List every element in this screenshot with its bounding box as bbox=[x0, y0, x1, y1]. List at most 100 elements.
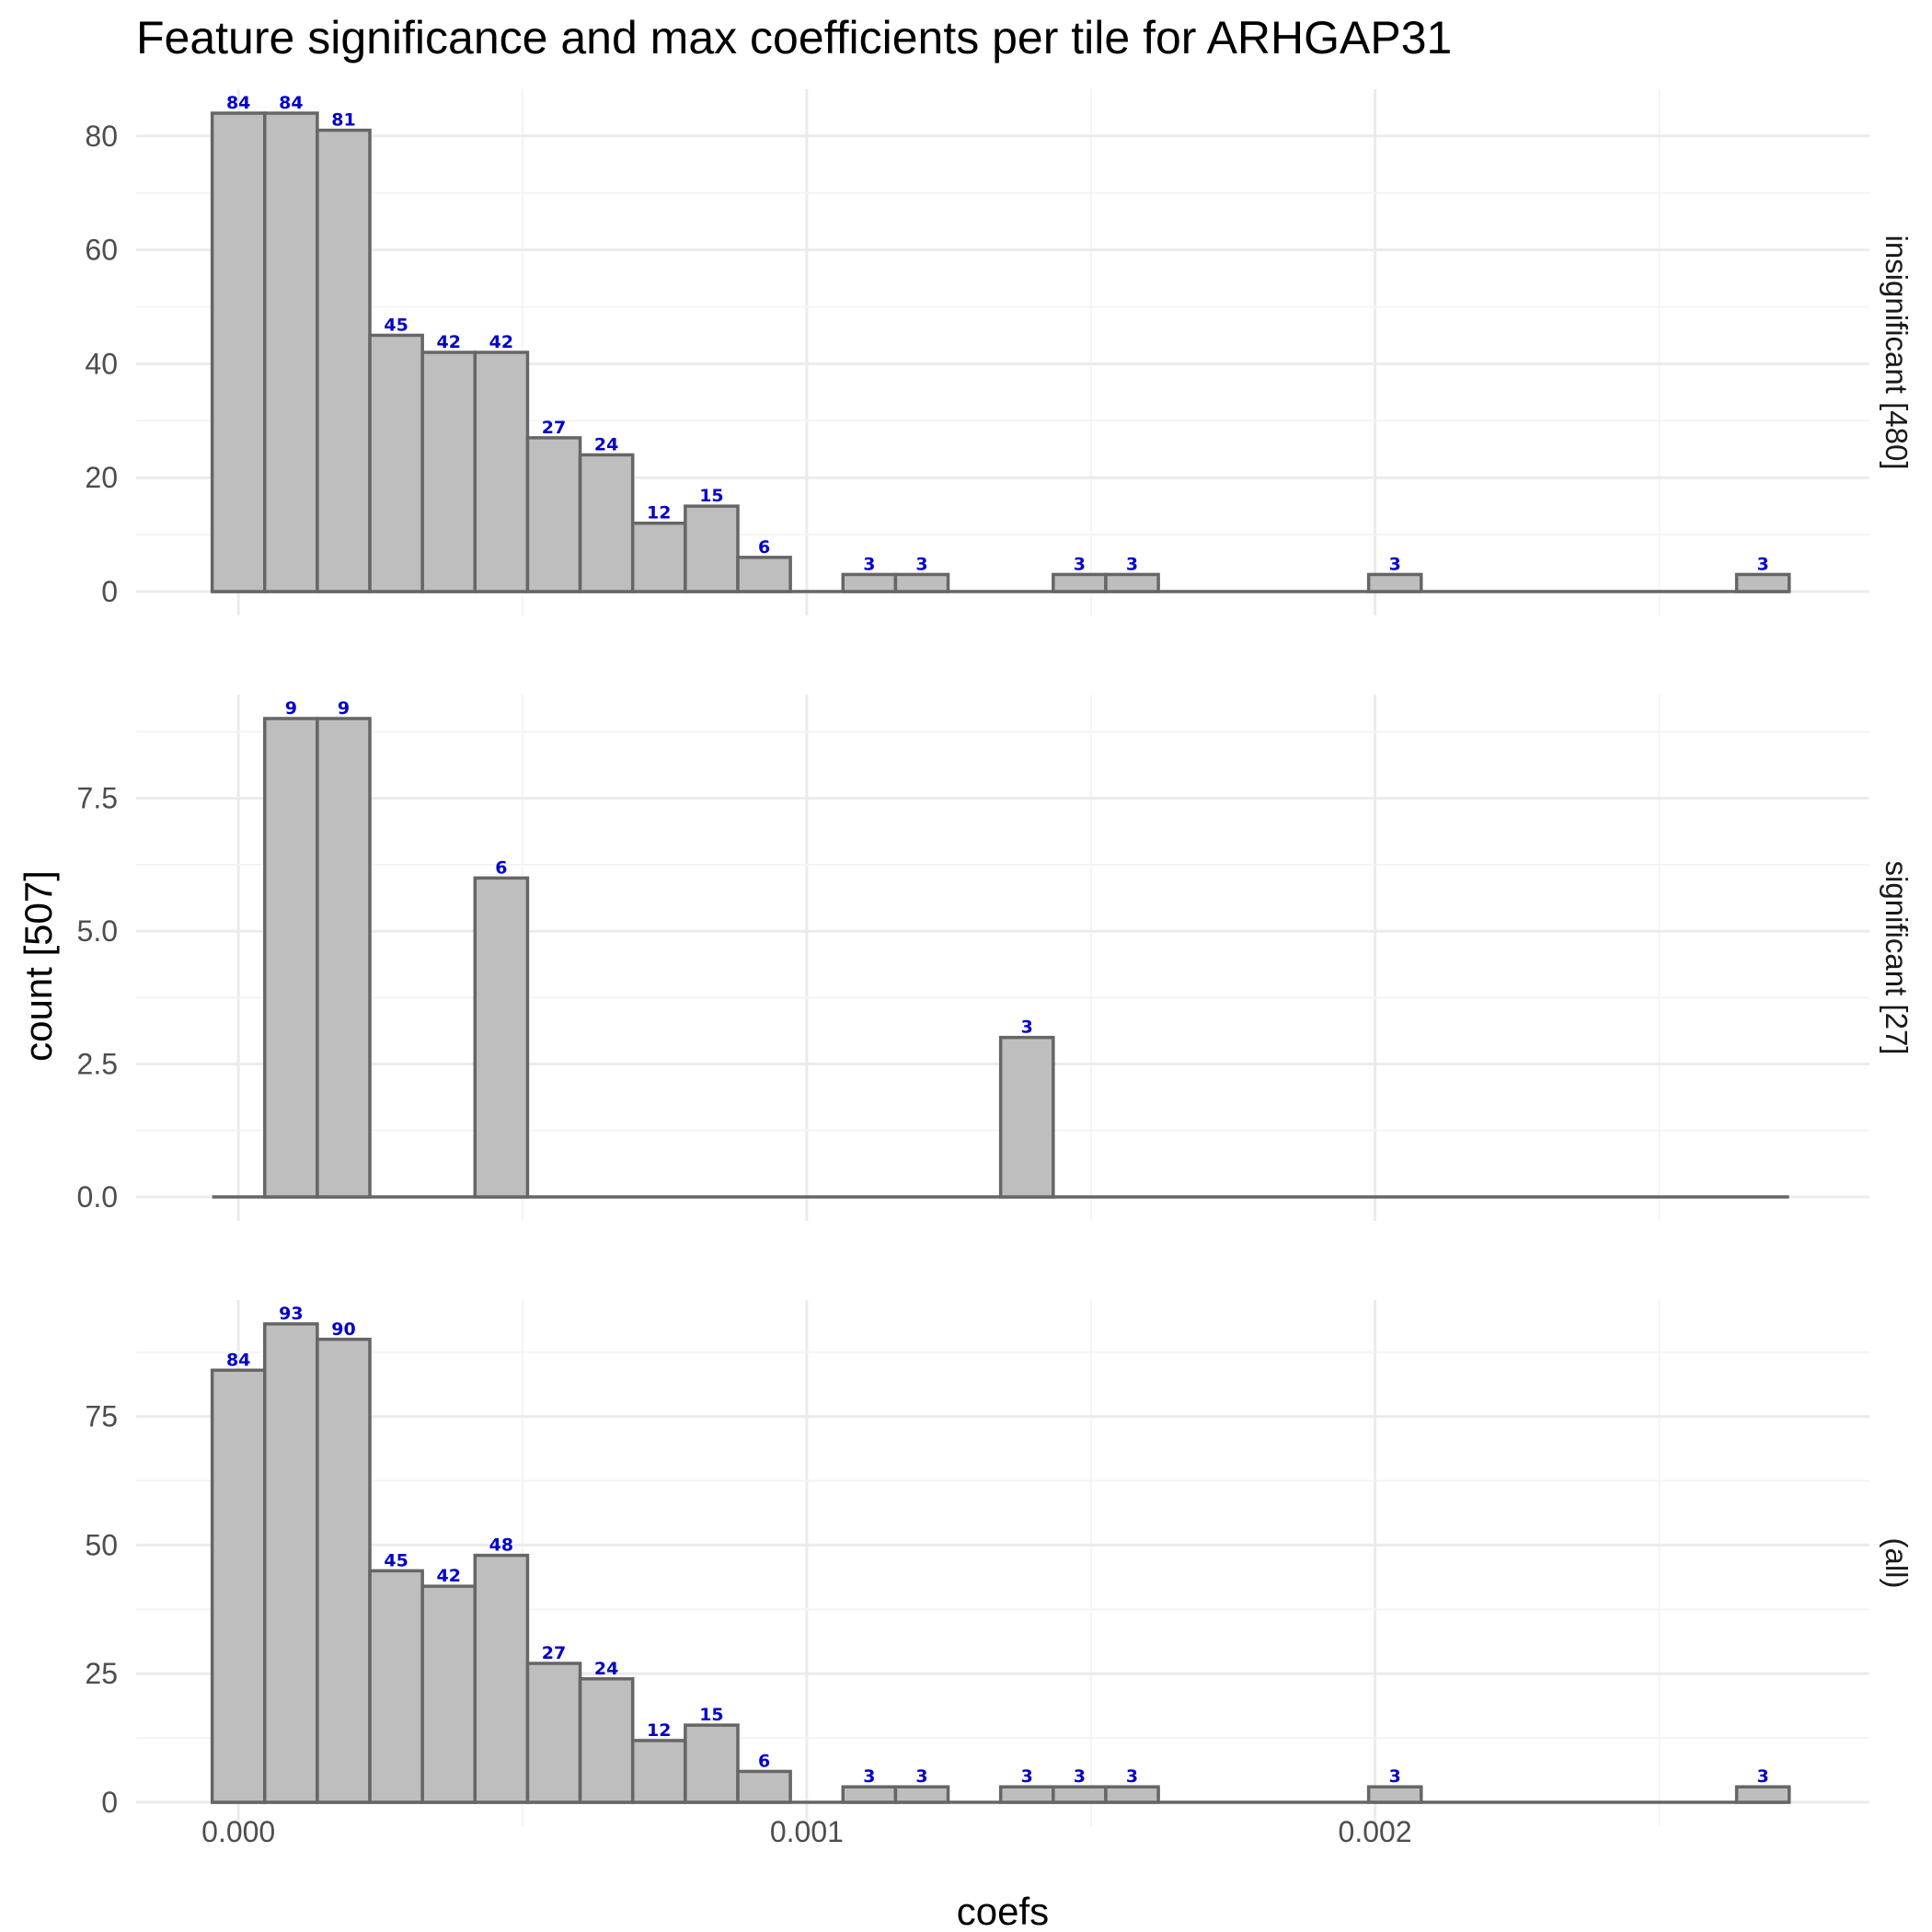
histogram-bar bbox=[316, 128, 372, 593]
bar-count-label: 27 bbox=[542, 418, 566, 438]
bar-count-label: 24 bbox=[594, 434, 618, 454]
bar-count-label: 3 bbox=[915, 1766, 927, 1787]
bar-count-label: 6 bbox=[758, 1751, 770, 1771]
histogram-bar bbox=[578, 1677, 635, 1804]
chart-title: Feature significance and max coefficient… bbox=[136, 12, 1452, 63]
y-tick-label: 80 bbox=[85, 120, 118, 153]
histogram-bar bbox=[841, 572, 898, 593]
histogram-bar bbox=[473, 351, 530, 593]
y-tick-label: 50 bbox=[85, 1528, 118, 1561]
histogram-bar bbox=[316, 717, 372, 1199]
histogram-bar bbox=[684, 1723, 740, 1804]
histogram-bar bbox=[630, 1739, 687, 1804]
histogram-bar bbox=[998, 1035, 1055, 1199]
bar-count-label: 15 bbox=[699, 486, 723, 506]
bar-count-label: 3 bbox=[1126, 554, 1138, 574]
histogram-bar bbox=[210, 111, 267, 593]
histogram-bar bbox=[893, 1785, 950, 1804]
histogram-bar bbox=[420, 351, 477, 593]
bar-count-label: 6 bbox=[495, 857, 507, 878]
y-tick-label: 5.0 bbox=[77, 914, 118, 948]
histogram-bar bbox=[368, 1569, 424, 1804]
histogram-bar bbox=[736, 556, 792, 593]
histogram-bar bbox=[263, 717, 319, 1199]
x-tick-label: 0.002 bbox=[1339, 1815, 1412, 1848]
facet-strip-label: insignificant [480] bbox=[1880, 236, 1914, 470]
bar-count-label: 3 bbox=[863, 554, 875, 574]
bar-count-label: 3 bbox=[1074, 1766, 1086, 1787]
histogram-bar bbox=[684, 504, 740, 593]
histogram-bar bbox=[1104, 572, 1160, 593]
bar-count-label: 42 bbox=[437, 332, 461, 352]
histogram-bar bbox=[578, 453, 635, 593]
histogram-bar bbox=[1366, 1785, 1423, 1804]
bar-count-label: 3 bbox=[1389, 554, 1401, 574]
bar-count-label: 3 bbox=[915, 554, 927, 574]
y-tick-label: 60 bbox=[85, 234, 118, 267]
x-tick-label: 0.000 bbox=[201, 1815, 275, 1848]
facet-strip-label: significant [27] bbox=[1880, 861, 1914, 1055]
bar-count-label: 93 bbox=[279, 1304, 303, 1324]
bar-count-label: 24 bbox=[594, 1659, 618, 1679]
histogram-bar bbox=[841, 1785, 898, 1804]
bar-count-label: 15 bbox=[699, 1705, 723, 1725]
bar-count-label: 3 bbox=[1389, 1766, 1401, 1787]
bar-count-label: 3 bbox=[1757, 1766, 1769, 1787]
bar-count-label: 3 bbox=[1074, 554, 1086, 574]
bar-count-label: 42 bbox=[437, 1566, 461, 1586]
histogram-bar bbox=[1104, 1785, 1160, 1804]
bar-count-label: 3 bbox=[1021, 1766, 1033, 1787]
histogram-bar bbox=[1052, 1785, 1108, 1804]
y-tick-label: 0 bbox=[101, 575, 118, 608]
bar-count-label: 45 bbox=[384, 1550, 408, 1570]
histogram-bar bbox=[316, 1338, 372, 1804]
histogram-bar bbox=[210, 1368, 267, 1804]
bar-count-label: 27 bbox=[542, 1643, 566, 1663]
facet-strip-label: (all) bbox=[1880, 1538, 1914, 1589]
y-tick-label: 25 bbox=[85, 1657, 118, 1690]
bar-count-label: 6 bbox=[758, 537, 770, 558]
bar-count-label: 3 bbox=[1021, 1018, 1033, 1038]
bar-count-label: 3 bbox=[1126, 1766, 1138, 1787]
bar-count-label: 48 bbox=[489, 1535, 513, 1556]
y-tick-label: 75 bbox=[85, 1400, 118, 1433]
bar-count-label: 84 bbox=[226, 1350, 250, 1370]
bar-count-label: 12 bbox=[647, 503, 671, 523]
histogram-bar bbox=[473, 876, 530, 1199]
histogram-bar bbox=[368, 333, 424, 593]
histogram-bar bbox=[736, 1769, 792, 1804]
histogram-bar bbox=[1734, 1785, 1791, 1804]
y-axis-title: count [507] bbox=[17, 870, 60, 1062]
y-tick-label: 0 bbox=[101, 1786, 118, 1819]
histogram-bar bbox=[525, 436, 582, 593]
bar-count-label: 12 bbox=[647, 1720, 671, 1741]
bar-count-label: 45 bbox=[384, 315, 408, 335]
bar-count-label: 90 bbox=[331, 1319, 355, 1340]
bar-count-label: 84 bbox=[279, 93, 303, 113]
bar-count-label: 9 bbox=[285, 698, 297, 719]
x-tick-label: 0.001 bbox=[770, 1815, 844, 1848]
bar-count-label: 81 bbox=[331, 110, 355, 131]
histogram-bar bbox=[1734, 572, 1791, 593]
bar-count-label: 3 bbox=[1757, 554, 1769, 574]
y-tick-label: 20 bbox=[85, 461, 118, 494]
y-tick-label: 2.5 bbox=[77, 1048, 118, 1081]
histogram-bar bbox=[1366, 572, 1423, 593]
x-axis-title: coefs bbox=[957, 1890, 1049, 1932]
panel-1: 0 20 40 60 80 84 84 81 45 42 42 27 24 12 15 6 3 3 3 3 3 3 insi… bbox=[85, 89, 1914, 615]
y-tick-label: 0.0 bbox=[77, 1180, 118, 1213]
panel-3: 0 25 50 75 84 93 90 45 42 48 27 24 12 15 6 3 3 3 3 3 3 3 (all) bbox=[85, 1300, 1914, 1826]
histogram-bar bbox=[1052, 572, 1108, 593]
histogram-bar bbox=[525, 1662, 582, 1804]
histogram-bar bbox=[630, 521, 687, 593]
histogram-bar bbox=[893, 572, 950, 593]
bar-count-label: 84 bbox=[226, 93, 250, 113]
bar-count-label: 9 bbox=[338, 698, 350, 719]
histogram-bar bbox=[263, 1322, 319, 1804]
y-tick-label: 7.5 bbox=[77, 782, 118, 815]
bar-count-label: 42 bbox=[489, 332, 513, 352]
panel-2: 0.0 2.5 5.0 7.5 9 9 6 3 significant [27] bbox=[77, 695, 1914, 1221]
histogram-bar bbox=[473, 1553, 530, 1804]
